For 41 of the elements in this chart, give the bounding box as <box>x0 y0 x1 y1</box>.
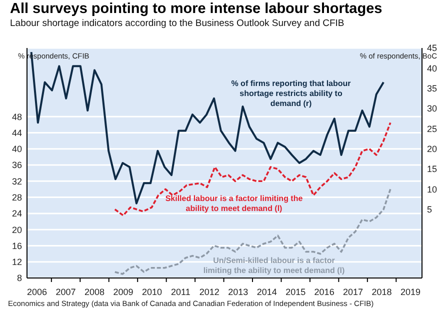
x-tick-label: 2013 <box>228 287 248 297</box>
y2-tick-label: 35 <box>427 84 438 94</box>
y-tick-label: 48 <box>12 112 22 122</box>
line-series <box>114 122 392 216</box>
chart-title: All surveys pointing to more intense labour shortages <box>10 1 382 17</box>
x-tick-label: 2011 <box>171 287 190 297</box>
y2-tick-label: 40 <box>427 63 438 74</box>
x-tick-label: 2007 <box>56 287 76 297</box>
y2-tick-label: 45 <box>427 43 438 54</box>
series-label: Skilled labour is a factor limiting the ability to meet demand (l) <box>164 194 304 214</box>
y2-tick-label: 5 <box>427 204 432 215</box>
x-tick-label: 2008 <box>84 287 105 297</box>
x-tick-label: 2014 <box>256 287 277 297</box>
line-series <box>114 188 392 275</box>
x-tick-label: 2017 <box>343 287 364 297</box>
x-tick-label: 2012 <box>199 287 220 297</box>
x-tick-label: 2006 <box>27 287 48 297</box>
series-label: % of firms reporting that labour shortage restricts ability to demand (r) <box>231 79 351 109</box>
y-tick-label: 36 <box>12 160 22 170</box>
x-tick-label: 2015 <box>286 287 306 297</box>
x-tick-label: 2010 <box>142 287 162 297</box>
y-tick-label: 28 <box>12 192 22 202</box>
y-tick-label: 8 <box>16 273 22 284</box>
chart-subtitle: Labour shortage indicators according to the Business Outlook Survey and CFIB <box>10 18 344 29</box>
y2-tick-label: 10 <box>427 184 438 194</box>
x-tick-label: 2019 <box>400 287 421 297</box>
y-tick-label: 12 <box>12 257 22 268</box>
y-tick-label: 20 <box>12 224 22 235</box>
y2-tick-label: 15 <box>427 164 438 174</box>
y-tick-label: 44 <box>12 128 22 138</box>
x-tick-label: 2018 <box>372 287 392 297</box>
y2-tick-label: 25 <box>427 124 438 134</box>
y2-tick-label: 20 <box>427 144 438 154</box>
y-tick-label: 40 <box>12 144 22 154</box>
y-tick-label: 16 <box>12 240 22 251</box>
y2-tick-label: 30 <box>427 104 438 114</box>
y-tick-label: 32 <box>12 176 22 186</box>
x-tick-label: 2009 <box>113 287 134 297</box>
series-label: Un/Semi-killed labour is a factor limiting the ability to meet demand (l) <box>202 256 346 276</box>
x-tick-label: 2016 <box>314 287 334 297</box>
y-tick-label: 24 <box>12 208 22 219</box>
